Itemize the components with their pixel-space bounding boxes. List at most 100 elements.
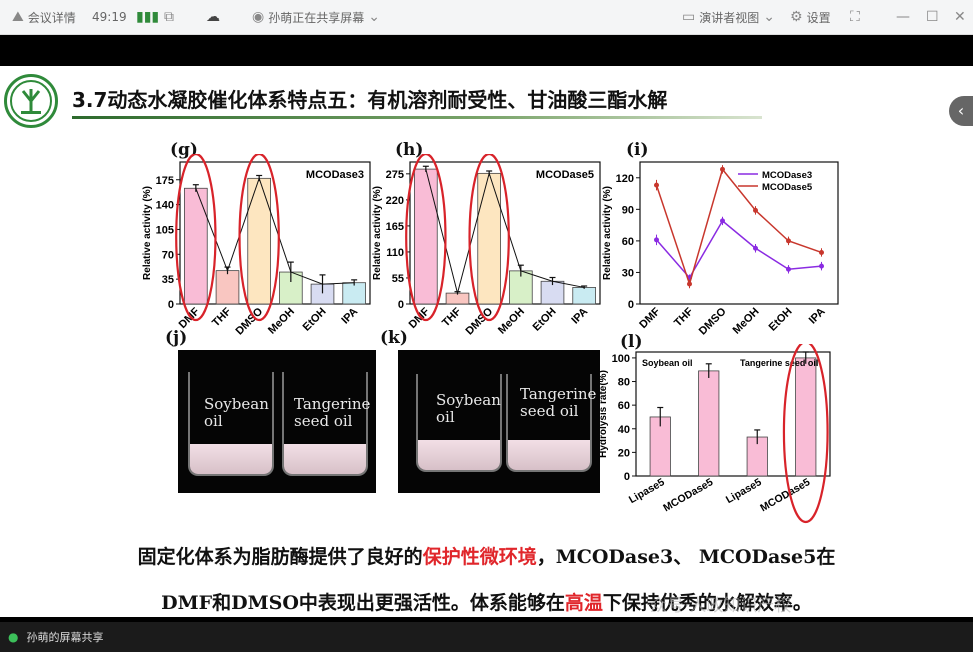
bar	[247, 177, 271, 305]
y-axis-label: Relative activity (%)	[602, 186, 613, 280]
y-tick-label: 105	[156, 224, 174, 236]
panel-label-h: (h)	[395, 140, 424, 160]
gear-icon: ⚙	[790, 9, 803, 25]
y-tick-label: 0	[398, 299, 404, 311]
data-point	[654, 182, 659, 188]
legend-label: MCODase5	[762, 182, 813, 193]
presenter-view-button[interactable]: ▭ 演讲者视图 ⌄	[682, 9, 775, 26]
y-tick-label: 275	[386, 169, 404, 181]
panel-label-j: (j)	[165, 328, 188, 348]
y-axis-label: Relative activity (%)	[372, 186, 383, 280]
x-tick-label: EtOH	[767, 306, 795, 334]
x-tick-label: DMF	[637, 305, 663, 331]
x-tick-label: Lipase5	[724, 476, 764, 506]
bar	[795, 357, 817, 477]
caption-line-1: 固定化体系为脂肪酶提供了良好的保护性微环境，MCODase3、 MCODase5…	[137, 546, 836, 568]
side-collapse-button[interactable]: ‹	[949, 96, 973, 126]
data-point	[819, 263, 824, 269]
y-tick-label: 70	[162, 249, 174, 261]
x-tick-label: IPA	[807, 306, 828, 327]
bar	[572, 287, 596, 305]
mountains-logo-icon: ⛰	[12, 9, 24, 25]
meeting-topbar: ⛰ 会议详情 49:19 ▮▮▮ ⧉ ☁ ◉ 孙萌正在共享屏幕 ⌄ ▭ 演讲者视…	[0, 0, 973, 35]
photo-k-left-label: Soybean oil	[436, 391, 501, 426]
y-tick-label: 80	[618, 377, 630, 389]
settings-button[interactable]: ⚙ 设置	[790, 9, 831, 26]
caption-line-2: DMF和DMSO中表现出更强活性。体系能够在高温下保持优秀的水解效率。	[161, 592, 812, 614]
series-line	[655, 167, 822, 287]
y-tick-label: 90	[622, 204, 634, 216]
external-link-icon[interactable]: ⧉	[164, 9, 174, 25]
panel-label-k: (k)	[380, 328, 408, 348]
bar	[698, 370, 720, 477]
share-bottombar: ● 孙萌的屏幕共享	[0, 622, 973, 652]
beaker-tangerine-k	[506, 374, 592, 472]
maximize-icon[interactable]: ☐	[926, 9, 939, 25]
title-underline	[72, 116, 762, 119]
beaker-soybean-k	[416, 374, 502, 472]
data-point	[720, 218, 725, 224]
highlight-ellipse	[405, 154, 447, 322]
photo-j-right-label: Tangerine seed oil	[294, 395, 371, 430]
x-tick-label: THF	[672, 305, 696, 329]
minimize-icon[interactable]: —	[896, 9, 910, 25]
trend-line	[425, 168, 585, 296]
chevron-left-icon: ‹	[957, 101, 965, 120]
x-tick-label: EtOH	[531, 306, 559, 334]
highlight-ellipse	[468, 154, 510, 322]
signal-icon[interactable]: ▮▮▮	[136, 9, 160, 25]
y-axis-label: Hydrolysis rate(%)	[600, 370, 609, 458]
data-point	[687, 281, 692, 287]
presenter-view-label: 演讲者视图	[699, 10, 760, 25]
sharing-status-text: 孙萌正在共享屏幕	[268, 10, 365, 25]
y-tick-label: 165	[386, 221, 404, 233]
x-tick-label: MeOH	[266, 306, 297, 337]
sharing-status-dropdown[interactable]: ◉ 孙萌正在共享屏幕 ⌄	[252, 9, 380, 26]
data-point	[786, 238, 791, 244]
bar	[477, 172, 501, 305]
close-icon[interactable]: ✕	[954, 9, 966, 25]
data-point	[753, 245, 758, 251]
y-tick-label: 40	[618, 424, 630, 436]
y-tick-label: 140	[156, 200, 174, 212]
fullscreen-icon[interactable]: ⛶	[850, 9, 860, 25]
x-tick-label: EtOH	[301, 306, 329, 334]
legend-label: MCODase3	[762, 170, 812, 181]
presenter-view-icon: ▭	[682, 9, 696, 25]
watermark: 众号·人政知识产权	[650, 596, 792, 616]
y-tick-label: 30	[622, 267, 634, 279]
y-tick-label: 60	[622, 236, 634, 248]
x-tick-label: THF	[210, 305, 234, 329]
beaker-tangerine-j	[282, 372, 368, 476]
highlight-ellipse	[238, 154, 280, 322]
tree-logo-icon	[10, 80, 52, 122]
plot-frame	[639, 161, 839, 305]
photo-j-left-label: Soybean oil	[204, 395, 269, 430]
meeting-details-button[interactable]: ⛰ 会议详情	[12, 9, 76, 26]
y-tick-label: 35	[162, 274, 174, 286]
y-tick-label: 100	[612, 353, 630, 365]
group-label: Tangerine seed oil	[740, 358, 818, 368]
shared-slide: 3.7动态水凝胶催化体系特点五：有机溶剂耐受性、甘油酸三酯水解 (g) (h) …	[0, 66, 973, 617]
highlight-ellipse	[782, 344, 829, 524]
photo-k: Soybean oil Tangerine seed oil	[398, 350, 600, 493]
y-tick-label: 0	[628, 299, 634, 311]
y-tick-label: 55	[392, 273, 404, 285]
plot-frame	[179, 161, 371, 305]
settings-label: 设置	[806, 10, 831, 25]
legend-label: MCODase5	[536, 169, 594, 181]
series-line	[655, 219, 822, 279]
y-tick-label: 110	[386, 247, 404, 259]
cloud-icon[interactable]: ☁	[206, 9, 220, 25]
trend-line	[195, 176, 355, 285]
x-tick-label: MeOH	[496, 306, 527, 337]
panel-label-i: (i)	[626, 140, 649, 160]
x-tick-label: MCODase5	[661, 476, 715, 514]
data-point	[753, 207, 758, 213]
y-tick-label: 175	[156, 175, 174, 187]
x-tick-label: MCODase5	[758, 476, 812, 514]
meeting-timer: 49:19	[92, 10, 127, 24]
